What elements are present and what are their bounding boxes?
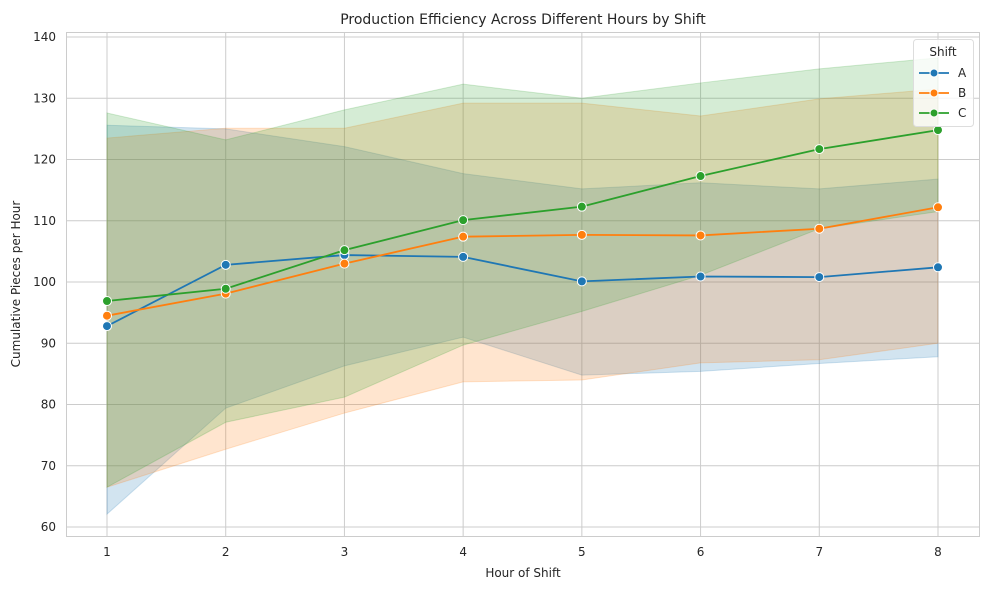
series-lines	[102, 125, 943, 332]
data-point-B	[339, 258, 350, 269]
legend-marker-A	[929, 68, 939, 78]
legend-marker-B	[929, 88, 939, 98]
data-point-C	[458, 215, 469, 226]
x-tick-label: 8	[934, 545, 942, 559]
ci-band-B	[106, 88, 939, 488]
chart-title: Production Efficiency Across Different H…	[340, 12, 706, 28]
data-point-A	[102, 321, 112, 332]
legend-label-C: C	[958, 106, 966, 120]
data-point-C	[102, 295, 112, 306]
x-tick-label: 3	[341, 545, 349, 559]
legend-title: Shift	[929, 45, 957, 59]
data-point-B	[814, 223, 825, 234]
series-line-B	[106, 206, 939, 317]
y-tick-label: 120	[33, 153, 56, 167]
y-tick-label: 60	[41, 520, 56, 534]
y-tick-label: 90	[41, 336, 56, 350]
data-point-C	[576, 201, 587, 212]
data-point-C	[814, 144, 825, 155]
axis-ticks: 60 70 80 90 100 110 120 130 140 1 2 3 4 5 6 7 8	[33, 30, 942, 559]
x-tick-label: 6	[697, 545, 705, 559]
y-tick-label: 110	[33, 214, 56, 228]
confidence-bands	[106, 57, 939, 516]
y-tick-label: 100	[33, 275, 56, 289]
legend-box	[913, 39, 974, 127]
x-tick-label: 5	[578, 545, 586, 559]
x-tick-label: 2	[222, 545, 230, 559]
data-point-C	[220, 283, 231, 294]
series-line-A	[106, 254, 939, 327]
ci-band-A	[106, 124, 939, 516]
y-tick-label: 130	[33, 91, 56, 105]
data-point-B	[576, 229, 587, 240]
x-tick-label: 7	[815, 545, 823, 559]
series-line-C	[106, 129, 939, 302]
data-point-C	[339, 245, 350, 256]
y-axis-label: Cumulative Pieces per Hour	[9, 201, 23, 368]
y-tick-label: 70	[41, 459, 56, 473]
data-point-B	[695, 230, 706, 241]
legend-label-B: B	[958, 86, 966, 100]
data-point-A	[695, 271, 706, 282]
data-point-A	[814, 272, 825, 283]
legend-label-A: A	[958, 66, 967, 80]
data-point-B	[102, 310, 112, 321]
data-point-A	[458, 251, 469, 262]
data-point-A	[220, 259, 231, 270]
data-point-A	[933, 262, 943, 273]
data-point-C	[695, 171, 706, 182]
y-tick-label: 140	[33, 30, 56, 44]
legend-marker-C	[929, 108, 939, 118]
x-axis-label: Hour of Shift	[485, 566, 561, 580]
x-tick-label: 1	[103, 545, 111, 559]
plot-frame	[66, 32, 980, 537]
y-tick-label: 80	[41, 398, 56, 412]
data-point-B	[933, 202, 943, 213]
data-point-B	[458, 231, 469, 242]
x-tick-label: 4	[459, 545, 467, 559]
legend: Shift ABC	[913, 39, 974, 127]
data-point-A	[576, 276, 587, 287]
